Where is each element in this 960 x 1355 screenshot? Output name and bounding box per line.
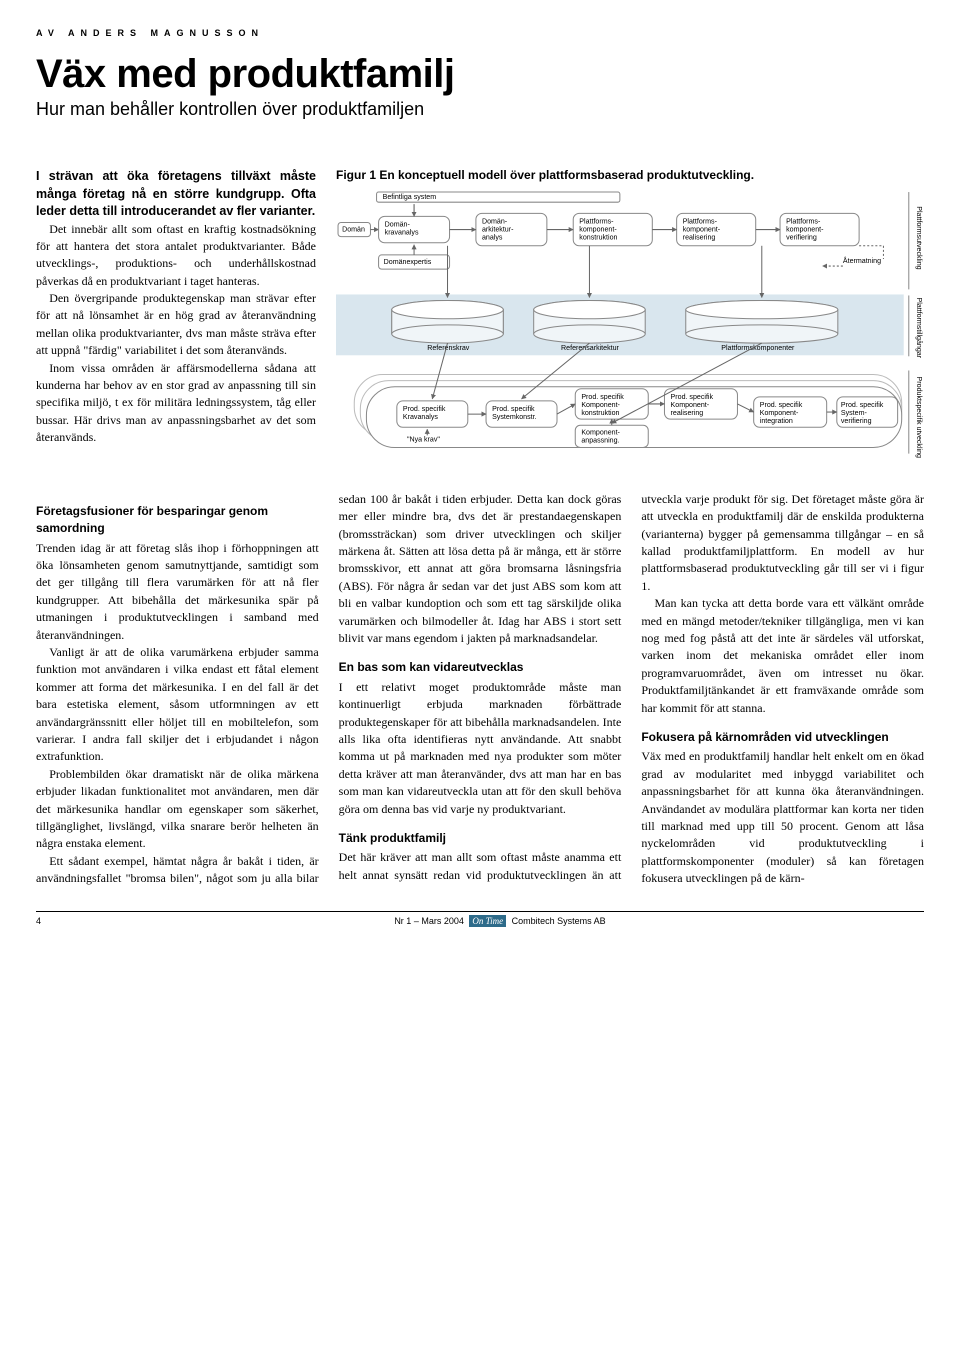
vlabel-product-dev: Produktspecifik utveckling [915,377,923,459]
svg-text:Plattforms-komponent-realiseri: Plattforms-komponent-realisering [683,217,721,241]
svg-text:Plattforms-komponent-konstrukt: Plattforms-komponent-konstruktion [579,217,617,241]
body-para: Problembilden ökar dramatiskt när de oli… [36,766,319,853]
body-para: Trenden idag är att företag slås ihop i … [36,540,319,644]
intro-para: Den övergripande produktegenskap man str… [36,290,316,360]
intro-para: Inom vissa områden är affärsmodellerna s… [36,360,316,447]
section-heading: Tänk produktfamilj [339,830,622,847]
body-para: I ett relativt moget produktområde måste… [339,679,622,818]
cylinder [686,301,838,344]
top-process-row: Domän-kravanalys Domän-arkitektur-analys… [379,213,860,245]
article-title: Väx med produktfamilj [36,52,924,97]
cylinder [534,301,646,344]
section-heading: En bas som kan vidareutvecklas [339,659,622,676]
process-diagram: Befintliga system Domän Domän-kravanalys… [336,188,924,472]
section-heading: Företagsfusioner för besparingar genom s… [36,503,319,538]
page-number: 4 [36,916,76,926]
feedback-label: Återmatning [843,256,881,265]
body-para: Vanligt är att de olika varumärkena erbj… [36,644,319,766]
figure-caption: Figur 1 En konceptuell modell över platt… [336,168,924,182]
issue-info: Nr 1 – Mars 2004 On Time Combitech Syste… [76,916,924,926]
intro-para: Det innebär allt som oftast en kraftig k… [36,221,316,291]
author-overline: AV ANDERS MAGNUSSON [36,28,924,38]
ontime-logo: On Time [469,915,506,927]
svg-text:Komponent-anpassning.: Komponent-anpassning. [581,428,620,444]
page-footer: 4 Nr 1 – Mars 2004 On Time Combitech Sys… [36,911,924,926]
body-columns: Företagsfusioner för besparingar genom s… [36,491,924,888]
lead-paragraph: I strävan att öka företagens tillväxt må… [36,168,316,221]
new-reqs-label: "Nya krav" [407,435,440,443]
vlabel-platform-dev: Plattformsutveckling [915,206,923,269]
section-heading: Fokusera på kärnområden vid utvecklingen [641,729,924,746]
svg-text:Prod. specifikSystemkonstr.: Prod. specifikSystemkonstr. [492,405,536,421]
vlabel-platform-assets: Plattformstillgångar [915,297,923,358]
cylinder [392,301,504,344]
body-para: Man kan tycka att detta borde vara ett v… [641,595,924,717]
body-para: Väx med en produktfamilj handlar helt en… [641,748,924,887]
existing-systems-label: Befintliga system [383,193,437,201]
domain-label: Domän [342,226,365,234]
svg-text:Prod. specifikKomponent-konstr: Prod. specifikKomponent-konstruktion [581,393,624,417]
domain-expertise-label: Domänexpertis [384,258,432,266]
mid-label: Referensarkitektur [561,344,619,352]
article-subtitle: Hur man behåller kontrollen över produkt… [36,99,924,120]
mid-label: Referenskrav [427,344,470,352]
